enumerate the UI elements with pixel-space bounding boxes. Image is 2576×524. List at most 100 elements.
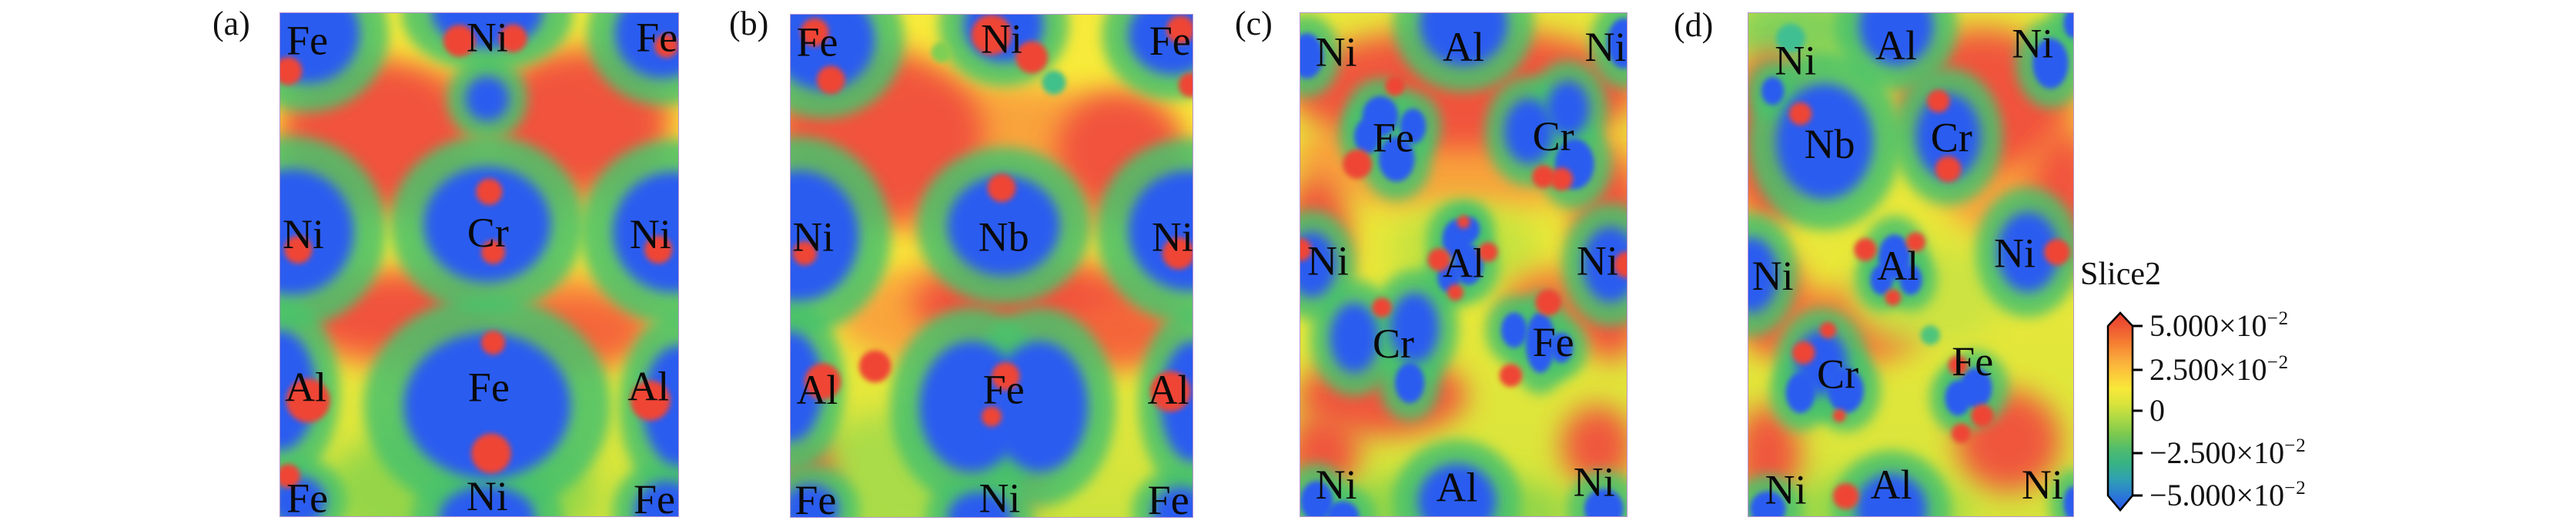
- field-accumulation-spot: [1427, 248, 1451, 271]
- field-accumulation-spot: [1457, 215, 1470, 229]
- field-accumulation-spot: [1478, 242, 1498, 262]
- panel-letter-d: (d): [1674, 6, 1714, 44]
- field-depletion-region: [1419, 13, 1508, 66]
- field-accumulation-spot: [1343, 149, 1373, 179]
- panel-d: Ni Al Ni Nb Cr Ni Al Ni Cr Fe Ni Al Ni: [1748, 12, 2074, 517]
- field-accumulation-spot: [816, 66, 845, 95]
- field-accumulation-spot: [971, 15, 1012, 55]
- field-accumulation-spot: [792, 241, 817, 266]
- field-accumulation-spot: [1385, 76, 1405, 96]
- field-accumulation-spot: [280, 464, 300, 489]
- field-accumulation-spot: [1499, 364, 1523, 387]
- field-depletion-region: [1394, 362, 1425, 404]
- atom-label-fe: Fe: [1148, 477, 1189, 517]
- field-depletion-region: [1504, 99, 1554, 164]
- atom-label-ni: Ni: [792, 213, 834, 260]
- field-accumulation-spot: [654, 33, 678, 58]
- field-depletion-region: [2063, 13, 2073, 39]
- atom-label-fe: Fe: [636, 14, 677, 60]
- field-depletion-region: [791, 170, 859, 301]
- field-accumulation-spot: [1300, 238, 1312, 261]
- tick-exponent: −2: [2284, 435, 2307, 456]
- heatmap-canvas-b: Fe Ni Fe Ni Nb Ni Al Fe Al Fe Ni Fe: [791, 15, 1193, 517]
- heatmap-canvas-d: Ni Al Ni Nb Cr Ni Al Ni Cr Fe Ni Al Ni: [1748, 13, 2073, 516]
- field-accumulation-spot: [1927, 89, 1950, 113]
- atom-label-fe: Fe: [1149, 18, 1191, 64]
- field-depletion-region: [1400, 109, 1427, 144]
- atom-label-ni: Ni: [1307, 237, 1349, 284]
- panel-b: Fe Ni Fe Ni Nb Ni Al Fe Al Fe Ni Fe: [790, 14, 1193, 518]
- colorbar-gradient-bar: [2106, 311, 2143, 512]
- field-accumulation-spot: [1178, 72, 1193, 97]
- field-accumulation-spot: [1775, 23, 1805, 53]
- atom-label-nb: Nb: [1805, 121, 1855, 167]
- field-accumulation-spot: [858, 350, 892, 383]
- field-accumulation-spot: [476, 178, 503, 205]
- panel-letter-c: (c): [1235, 5, 1273, 42]
- atom-label-ni: Ni: [979, 475, 1020, 517]
- field-accumulation-spot: [280, 57, 303, 86]
- atom-label-fe: Fe: [795, 477, 836, 517]
- field-depletion-region: [1828, 368, 1864, 414]
- field-depletion-region: [1417, 463, 1497, 516]
- atom-label-fe: Fe: [1373, 114, 1414, 160]
- tick-exponent: −2: [2284, 478, 2307, 499]
- atom-label-fe: Fe: [796, 18, 838, 65]
- field-depletion-region: [1584, 489, 1624, 516]
- field-depletion-region: [465, 76, 510, 122]
- field-accumulation-spot: [1532, 165, 1555, 189]
- field-accumulation-spot: [992, 362, 1020, 391]
- tick-exponent: −2: [2267, 352, 2290, 373]
- field-accumulation-spot: [1885, 289, 1902, 306]
- atom-label-al: Al: [1871, 462, 1912, 508]
- field-depletion-region: [1785, 372, 1815, 414]
- colorbar-tick-label: 5.000×10−2: [2149, 308, 2290, 343]
- field-depletion-region: [1547, 81, 1590, 136]
- colorbar-title: Slice2: [2080, 257, 2161, 292]
- atom-label-ni: Ni: [630, 211, 671, 257]
- field-accumulation-spot: [1832, 408, 1846, 422]
- field-accumulation-spot: [481, 331, 506, 355]
- atom-label-ni: Ni: [467, 14, 508, 60]
- field-accumulation-spot: [1832, 483, 1859, 509]
- field-depletion-region: [1899, 264, 1922, 295]
- field-depletion-region: [439, 485, 535, 516]
- atom-label-al: Al: [796, 367, 838, 413]
- atom-label-ni: Ni: [1752, 253, 1794, 299]
- field-depletion-region: [403, 332, 571, 479]
- field-accumulation-spot: [931, 42, 952, 62]
- atom-label-ni: Ni: [1152, 213, 1193, 260]
- atom-label-al: Al: [1877, 243, 1919, 289]
- field-depletion-region: [1855, 473, 1928, 516]
- atom-label-al: Al: [1148, 367, 1189, 413]
- field-depletion-region: [1858, 13, 1934, 66]
- colorbar-arrow-bar-icon: [2106, 311, 2134, 512]
- colorbar-tick-label: −5.000×10−2: [2149, 478, 2307, 512]
- field-accumulation-spot: [644, 235, 673, 264]
- field-accumulation-spot: [1791, 341, 1815, 364]
- panel-letter-a: (a): [212, 5, 250, 42]
- field-accumulation-spot: [499, 24, 527, 52]
- atom-label-al: Al: [627, 364, 669, 410]
- field-accumulation-spot: [2044, 239, 2070, 266]
- field-accumulation-spot: [1905, 232, 1925, 252]
- colorbar-tick-label: 2.500×10−2: [2149, 352, 2290, 387]
- field-accumulation-spot: [630, 380, 671, 421]
- field-accumulation-spot: [1162, 237, 1193, 270]
- field-accumulation-spot: [1166, 15, 1193, 44]
- field-depletion-region: [1915, 93, 1981, 180]
- atom-label-ni: Ni: [2022, 462, 2063, 508]
- field-accumulation-spot: [1854, 238, 1877, 261]
- field-depletion-region: [1750, 491, 1786, 516]
- field-depletion-region: [1945, 380, 1972, 416]
- field-accumulation-spot: [1535, 289, 1562, 316]
- atom-label-cr: Cr: [1533, 113, 1574, 160]
- field-accumulation-spot: [471, 433, 511, 474]
- field-depletion-region: [947, 175, 1060, 277]
- field-depletion-region: [1353, 119, 1380, 154]
- atom-label-ni: Ni: [1316, 29, 1357, 75]
- field-accumulation-spot: [1971, 404, 1994, 428]
- atom-label-ni: Ni: [1775, 38, 1816, 84]
- field-accumulation-spot: [981, 406, 1002, 427]
